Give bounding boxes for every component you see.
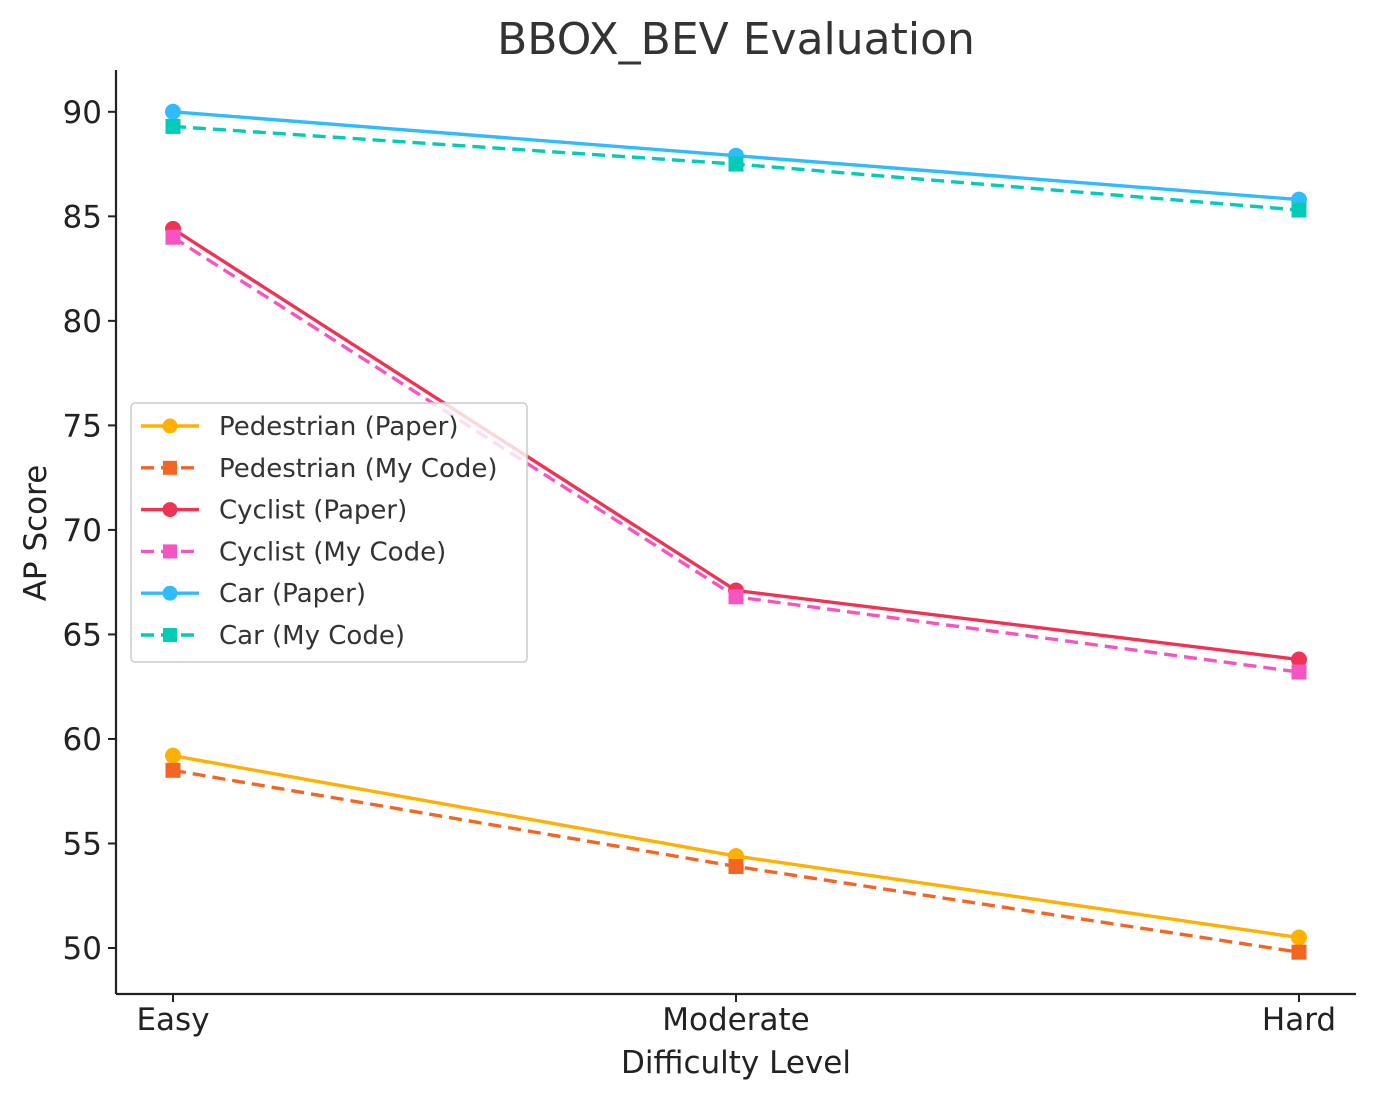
legend-item: Cyclist (Paper) [141,496,407,526]
series-5 [165,118,1307,218]
data-point [1291,202,1307,218]
y-tick-label: 85 [63,199,102,235]
data-point [1291,664,1307,680]
series-0 [165,747,1307,946]
legend-marker [163,544,177,559]
legend-item: Pedestrian (My Code) [141,454,498,484]
data-point [165,747,181,764]
y-tick-label: 55 [63,826,102,862]
chart-title: BBOX_BEV Evaluation [497,14,975,65]
data-point [728,858,744,874]
legend-marker [162,585,178,601]
data-point [1291,651,1307,668]
x-tick-label: Easy [136,1002,209,1038]
legend-marker [162,502,178,518]
legend-item: Cyclist (My Code) [141,537,446,567]
legend-label: Cyclist (My Code) [219,537,446,567]
series-layer [165,103,1307,960]
series-3 [165,229,1307,680]
data-point [1291,929,1307,946]
x-tick-label: Moderate [662,1002,809,1038]
data-point [165,118,181,134]
y-tick-label: 50 [63,931,102,967]
legend-label: Car (My Code) [219,621,405,651]
data-point [165,762,181,778]
data-point [1291,944,1307,960]
data-point [728,156,744,172]
legend-item: Car (Paper) [141,579,366,609]
y-tick-label: 60 [63,722,102,758]
data-point [165,103,181,120]
x-axis-label: Difficulty Level [621,1045,851,1081]
legend-marker [162,418,178,434]
data-point [165,229,181,245]
y-tick-label: 80 [63,304,102,340]
legend: Pedestrian (Paper) Pedestrian (My Code) Cy… [130,402,528,663]
x-tick-label: Hard [1262,1002,1336,1038]
series-4 [165,103,1307,208]
x-axis-ticks: Easy Moderate Hard [136,994,1336,1038]
series-1 [165,762,1307,960]
legend-item: Car (My Code) [141,621,405,651]
legend-label: Pedestrian (My Code) [219,454,498,484]
legend-label: Car (Paper) [219,579,366,609]
y-tick-label: 70 [63,513,102,549]
data-point [728,589,744,605]
y-tick-label: 75 [63,408,102,444]
legend-label: Pedestrian (Paper) [219,412,459,442]
legend-marker [163,460,177,475]
y-tick-label: 90 [63,95,102,131]
legend-label: Cyclist (Paper) [219,496,407,526]
legend-marker [163,628,177,642]
legend-frame [130,402,528,663]
y-tick-label: 65 [63,617,102,653]
legend-item: Pedestrian (Paper) [141,412,459,442]
y-axis-label: AP Score [18,465,54,602]
y-axis-ticks: 50 55 60 65 70 75 80 85 90 [63,95,116,967]
series-line [172,754,1300,940]
